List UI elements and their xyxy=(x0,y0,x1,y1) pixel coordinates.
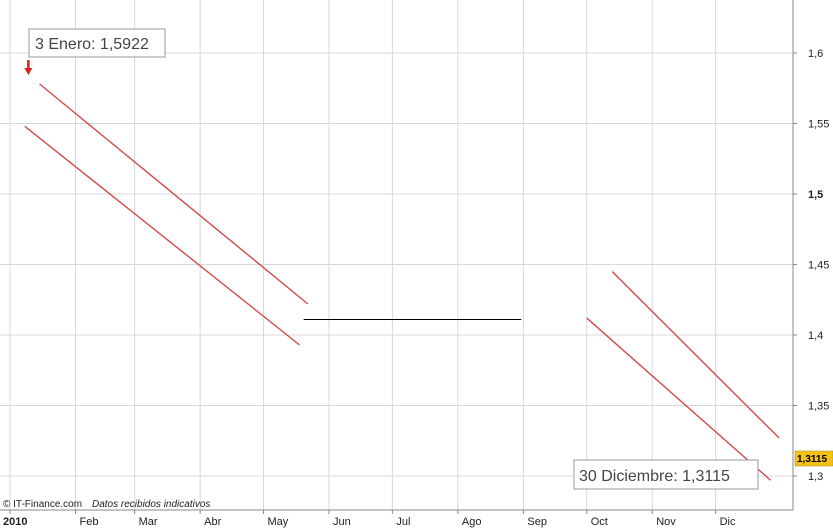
end-annotation-box xyxy=(573,459,759,490)
last-price-badge: 1,3115 xyxy=(794,450,833,467)
y-tick-label: 1,5 xyxy=(808,189,823,201)
last-price-badge-bg xyxy=(794,450,833,467)
plot-area xyxy=(0,0,793,510)
y-tick-label: 1,35 xyxy=(808,401,829,413)
overlays xyxy=(24,59,780,481)
credit-note: Datos recibidos indicativos xyxy=(92,499,210,510)
x-tick-label: Ago xyxy=(462,516,482,528)
end-annotation-text: 30 Diciembre: 1,3115 xyxy=(579,468,730,485)
x-tick-label: Dic xyxy=(720,516,736,528)
x-tick-label: Jul xyxy=(396,516,410,528)
channel-lower-line xyxy=(24,125,300,346)
y-tick-label: 1,6 xyxy=(808,48,823,60)
start-annotation: 3 Enero: 1,5922 xyxy=(28,28,166,58)
grid xyxy=(0,0,793,510)
x-tick-label: May xyxy=(268,516,289,528)
start-annotation-box xyxy=(28,28,166,58)
y-tick-label: 1,3 xyxy=(808,471,823,483)
y-tick-label: 1,4 xyxy=(808,330,823,342)
x-axis-ticks: 2010 Feb Mar Abr May Jun Jul Ago Sep Oct Nov Dic xyxy=(3,510,736,528)
x-tick-label: 2010 xyxy=(3,516,27,528)
last-price-label: 1,3115 xyxy=(797,454,827,465)
channel-lower-line xyxy=(586,317,772,481)
y-tick-label: 1,45 xyxy=(808,260,829,272)
y-axis-ticks: 1,6 1,55 1,5 1,45 1,4 1,35 1,3 xyxy=(793,48,829,483)
x-tick-label: Abr xyxy=(204,516,221,528)
x-tick-label: Sep xyxy=(527,516,547,528)
start-annotation-text: 3 Enero: 1,5922 xyxy=(35,36,149,53)
end-annotation: 30 Diciembre: 1,3115 xyxy=(573,459,759,490)
x-tick-label: Oct xyxy=(591,516,608,528)
start-arrow-head xyxy=(24,67,33,75)
y-tick-label: 1,55 xyxy=(808,119,829,131)
credits: © IT-Finance.com Datos recibidos indicat… xyxy=(3,499,210,510)
x-tick-label: Nov xyxy=(656,516,676,528)
x-tick-label: Jun xyxy=(333,516,351,528)
channel-upper-line xyxy=(611,271,780,439)
credit-source: © IT-Finance.com xyxy=(3,499,82,510)
channel-upper-line xyxy=(39,83,309,305)
x-tick-label: Feb xyxy=(79,516,98,528)
x-tick-label: Mar xyxy=(139,516,158,528)
